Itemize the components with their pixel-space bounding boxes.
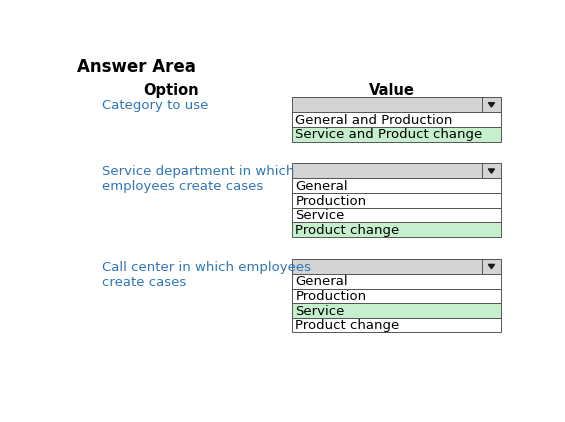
- Bar: [292, 163, 501, 179]
- Text: Answer Area: Answer Area: [77, 58, 195, 76]
- Text: Service: Service: [295, 209, 345, 222]
- Bar: [482, 97, 501, 112]
- Text: Service department in which
employees create cases: Service department in which employees cr…: [102, 165, 294, 193]
- Bar: [292, 259, 501, 274]
- Bar: [292, 303, 501, 318]
- Text: General: General: [295, 180, 348, 193]
- Bar: [292, 289, 501, 303]
- Bar: [292, 97, 501, 112]
- Text: Service and Product change: Service and Product change: [295, 128, 483, 141]
- Bar: [292, 208, 501, 222]
- Text: Option: Option: [144, 83, 199, 98]
- Bar: [292, 274, 501, 289]
- Text: Service: Service: [295, 305, 345, 318]
- Text: Production: Production: [295, 290, 367, 303]
- Text: Category to use: Category to use: [102, 99, 208, 112]
- Bar: [292, 127, 501, 141]
- Bar: [292, 222, 501, 237]
- Bar: [482, 163, 501, 179]
- Text: Value: Value: [370, 83, 415, 98]
- Bar: [292, 318, 501, 333]
- Polygon shape: [488, 169, 494, 173]
- Bar: [292, 179, 501, 193]
- Text: Product change: Product change: [295, 224, 399, 237]
- Polygon shape: [488, 265, 494, 269]
- Text: Production: Production: [295, 195, 367, 208]
- Text: General: General: [295, 276, 348, 289]
- Bar: [482, 259, 501, 274]
- Bar: [292, 193, 501, 208]
- Text: Product change: Product change: [295, 319, 399, 333]
- Text: Call center in which employees
create cases: Call center in which employees create ca…: [102, 261, 311, 289]
- Text: General and Production: General and Production: [295, 114, 453, 127]
- Bar: [292, 112, 501, 127]
- Polygon shape: [488, 103, 494, 107]
